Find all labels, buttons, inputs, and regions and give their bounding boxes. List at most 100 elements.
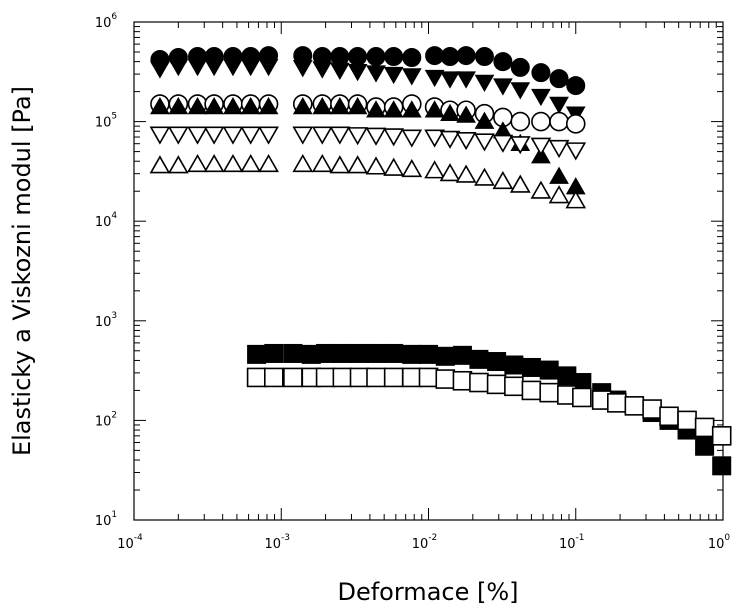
data-point <box>150 61 170 79</box>
data-point <box>258 58 279 77</box>
y-axis-title: Elasticky a Viskozni modul [Pa] <box>8 86 36 456</box>
data-point <box>521 380 542 401</box>
data-point <box>204 97 224 115</box>
series-8 <box>246 367 732 446</box>
data-point <box>348 47 368 67</box>
data-point <box>474 111 495 129</box>
data-point <box>332 343 352 363</box>
data-point <box>383 128 405 147</box>
x-tick-label: 10-2 <box>412 533 438 552</box>
data-point <box>329 97 350 115</box>
data-point <box>204 58 224 77</box>
data-point <box>167 126 189 145</box>
data-point <box>383 100 404 118</box>
data-point <box>247 344 267 364</box>
data-point <box>548 139 570 159</box>
data-point <box>439 163 461 182</box>
data-point <box>347 155 368 174</box>
data-point <box>469 349 489 369</box>
data-point <box>539 382 559 403</box>
data-point <box>292 153 314 173</box>
y-tick-label: 104 <box>95 211 118 230</box>
series-6 <box>149 153 587 209</box>
data-point <box>435 369 456 389</box>
data-point <box>329 62 350 80</box>
data-point <box>349 367 370 388</box>
series-5 <box>149 126 587 161</box>
data-point <box>510 111 531 132</box>
data-point <box>401 129 423 148</box>
data-point <box>504 355 524 375</box>
data-point <box>350 343 370 363</box>
data-point <box>401 367 422 388</box>
data-point <box>474 74 495 92</box>
data-point <box>549 111 569 132</box>
data-point <box>402 48 422 68</box>
data-point <box>452 370 473 391</box>
data-point <box>311 126 333 145</box>
data-point <box>572 387 592 408</box>
data-point <box>240 58 261 77</box>
data-point <box>440 71 460 89</box>
data-point <box>168 58 189 77</box>
data-point <box>283 367 303 388</box>
data-point <box>530 137 552 156</box>
data-point <box>659 406 679 427</box>
data-point <box>263 367 284 388</box>
data-point <box>365 127 387 146</box>
series-2 <box>150 58 586 124</box>
data-point <box>383 66 404 85</box>
data-point <box>549 166 569 184</box>
data-point <box>677 410 697 431</box>
y-tick-label: 103 <box>95 311 117 330</box>
x-tick-label: 10-3 <box>264 533 290 552</box>
data-point <box>549 96 569 115</box>
data-point <box>469 372 489 393</box>
data-point <box>565 142 587 161</box>
data-point <box>311 153 333 173</box>
data-point <box>258 97 279 115</box>
data-point <box>504 376 524 397</box>
data-point <box>168 97 189 115</box>
data-point <box>548 185 570 204</box>
data-point <box>565 190 587 209</box>
data-point <box>366 47 386 67</box>
tick-labels: 10-4 10-3 10-2 10-1 100 101 102 103 104 105 106 <box>95 12 731 552</box>
data-point <box>424 160 445 179</box>
y-tick-label: 101 <box>95 510 117 529</box>
data-point <box>203 126 225 145</box>
data-point <box>456 46 476 66</box>
data-point <box>347 97 368 115</box>
data-point <box>223 97 243 115</box>
x-axis-title: Deformace [%] <box>337 578 518 606</box>
data-point <box>418 367 439 388</box>
data-point <box>566 76 586 96</box>
y-tick-label: 106 <box>95 12 118 31</box>
data-point <box>167 155 189 174</box>
data-point <box>383 367 404 388</box>
data-point <box>565 114 586 134</box>
plot-frame <box>133 21 724 521</box>
data-point <box>694 417 715 438</box>
data-point <box>149 155 171 174</box>
data-point <box>424 129 445 148</box>
data-point <box>456 71 476 89</box>
y-tick-label: 105 <box>95 112 117 131</box>
y-tick-label: 102 <box>95 410 117 429</box>
data-point <box>455 132 477 151</box>
data-point <box>264 343 284 363</box>
data-point <box>424 100 445 118</box>
data-point <box>455 164 477 183</box>
data-point <box>401 100 422 118</box>
data-point <box>531 111 551 132</box>
data-point <box>366 100 386 118</box>
data-point <box>509 136 531 155</box>
data-point <box>222 153 244 173</box>
data-point <box>510 57 530 77</box>
data-point <box>493 52 513 72</box>
data-point <box>424 69 445 88</box>
data-point <box>240 126 262 145</box>
data-point <box>509 174 531 193</box>
data-point <box>187 97 208 115</box>
data-point <box>474 133 495 152</box>
